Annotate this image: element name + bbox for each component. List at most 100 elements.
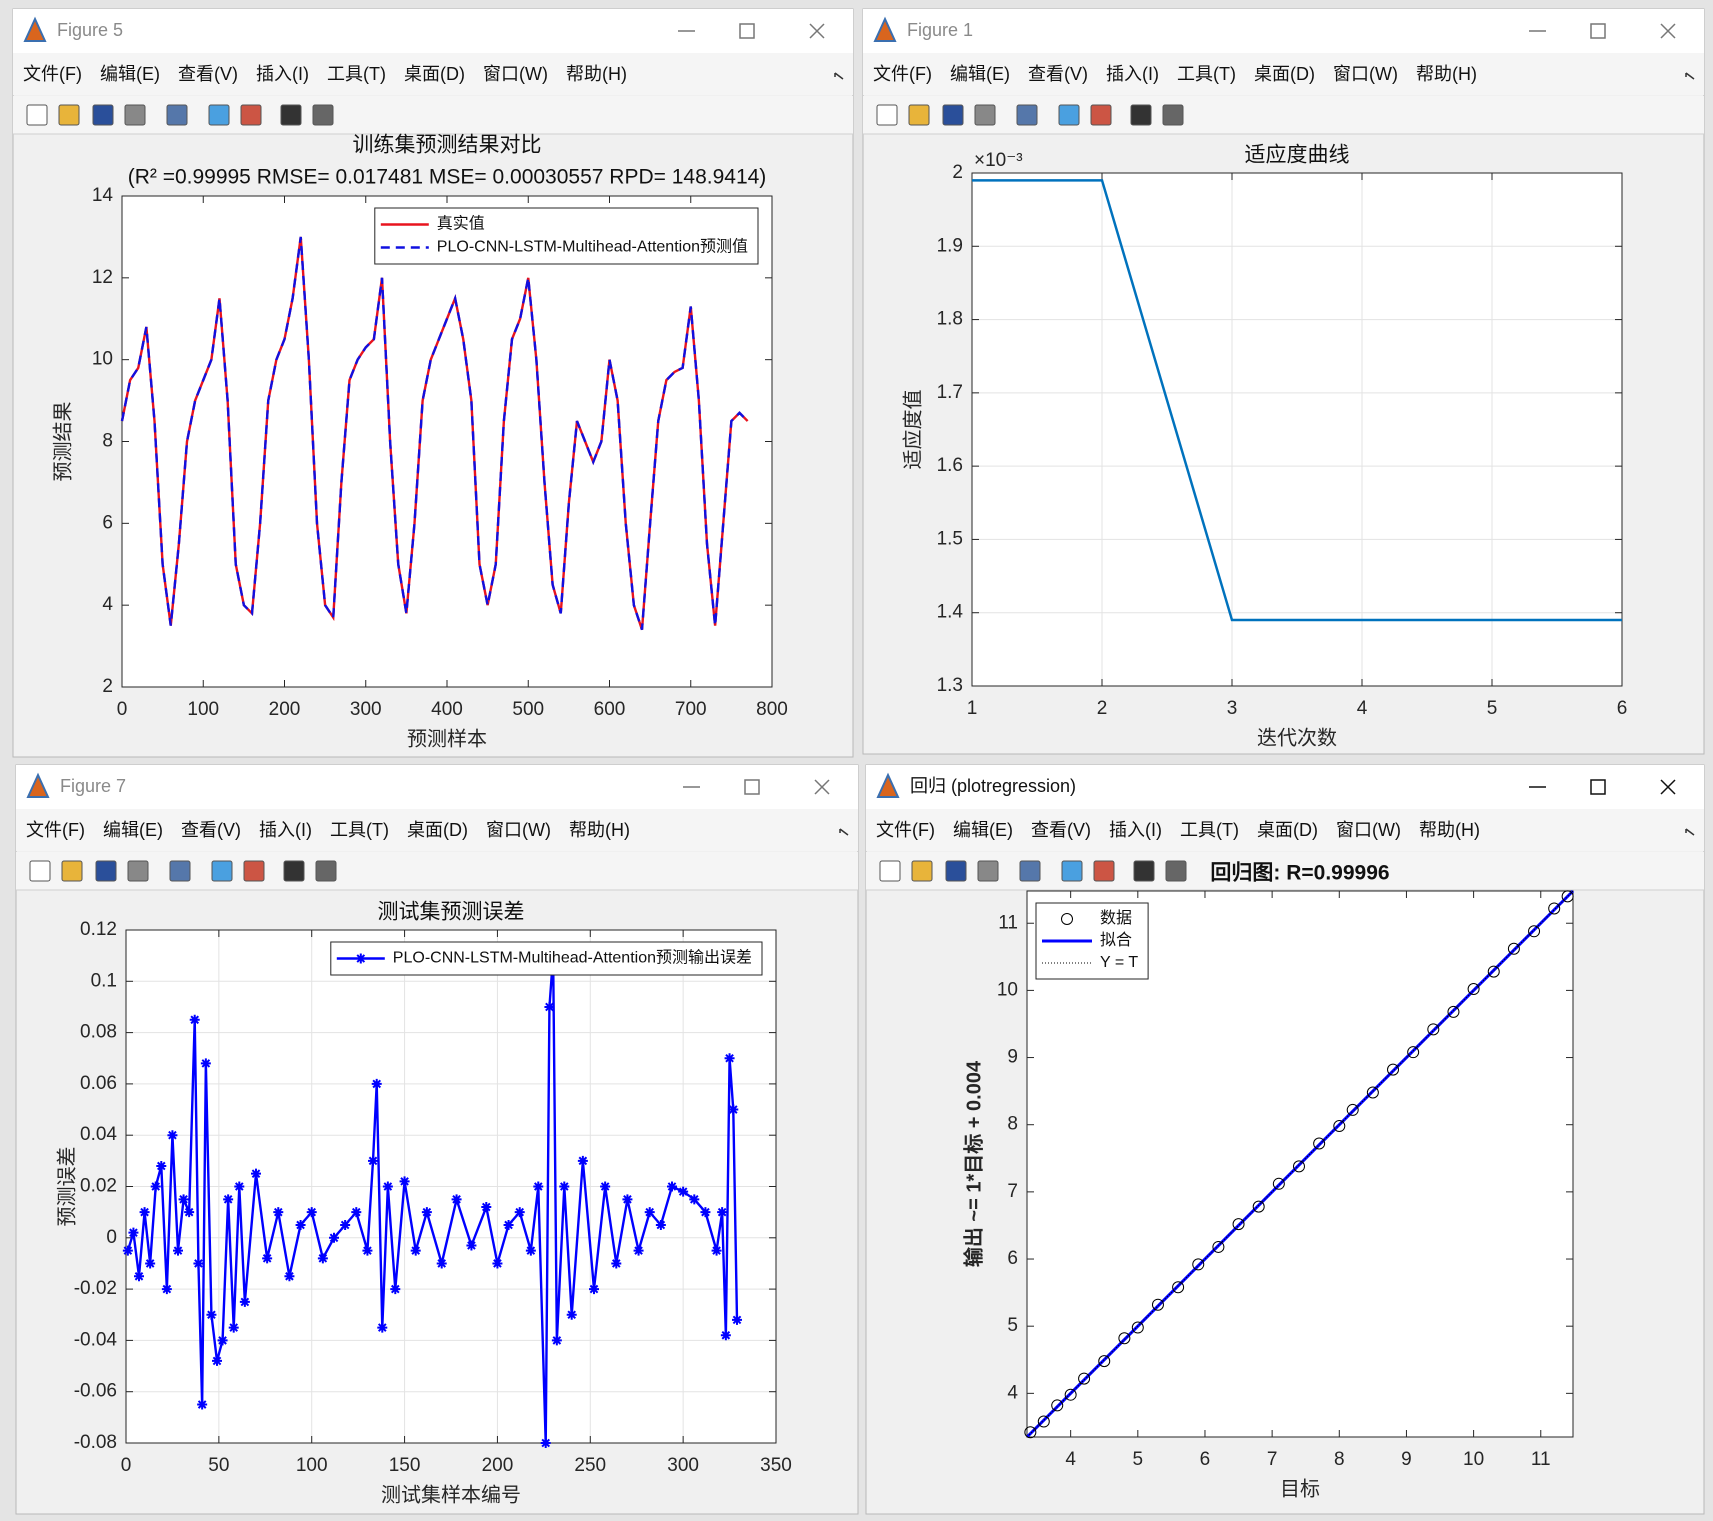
menu-item[interactable]: 桌面(D) <box>404 64 465 84</box>
toolbar-button[interactable] <box>240 104 262 126</box>
toolbar-button[interactable] <box>208 104 230 126</box>
data-point <box>1561 890 1574 903</box>
close-button[interactable] <box>1660 779 1676 795</box>
menu-arrow <box>834 72 844 80</box>
data-point <box>655 1219 666 1230</box>
toolbar-button[interactable] <box>127 860 149 882</box>
toolbar-button[interactable] <box>879 860 901 882</box>
menu-item[interactable]: 插入(I) <box>256 64 309 84</box>
toolbar-button[interactable] <box>124 104 146 126</box>
title-bar <box>16 765 858 809</box>
window-title: Figure 5 <box>57 20 123 40</box>
toolbar-button[interactable] <box>908 104 930 126</box>
data-point <box>145 1258 156 1269</box>
menu-item[interactable]: 编辑(E) <box>950 64 1010 84</box>
toolbar-button[interactable] <box>312 104 334 126</box>
toolbar-button[interactable] <box>1130 104 1152 126</box>
menu-item[interactable]: 插入(I) <box>1109 820 1162 840</box>
data-point <box>1192 1258 1205 1271</box>
toolbar-button[interactable] <box>1162 104 1184 126</box>
toolbar-button[interactable] <box>166 104 188 126</box>
data-point <box>178 1194 189 1205</box>
toolbar-button[interactable] <box>61 860 83 882</box>
data-point <box>189 1014 200 1025</box>
toolbar-button[interactable] <box>945 860 967 882</box>
toolbar-button[interactable] <box>1093 860 1115 882</box>
menu-item[interactable]: 帮助(H) <box>1419 820 1480 840</box>
toolbar-button[interactable] <box>26 104 48 126</box>
data-point <box>371 1078 382 1089</box>
menu-item[interactable]: 文件(F) <box>26 820 85 840</box>
toolbar-button[interactable] <box>169 860 191 882</box>
close-button[interactable] <box>809 23 825 39</box>
toolbar-button[interactable] <box>283 860 305 882</box>
toolbar-button[interactable] <box>876 104 898 126</box>
data-point <box>1131 1321 1144 1334</box>
toolbar-button[interactable] <box>315 860 337 882</box>
toolbar-button[interactable] <box>1090 104 1112 126</box>
menu-item[interactable]: 插入(I) <box>1106 64 1159 84</box>
menu-item[interactable]: 窗口(W) <box>1336 820 1401 840</box>
menu-item[interactable]: 查看(V) <box>1031 820 1091 840</box>
toolbar-button[interactable] <box>95 860 117 882</box>
menu-item[interactable]: 桌面(D) <box>1257 820 1318 840</box>
menu-item[interactable]: 查看(V) <box>1028 64 1088 84</box>
x-tick-label: 4 <box>1065 1449 1076 1470</box>
menu-item[interactable]: 文件(F) <box>876 820 935 840</box>
data-point <box>1037 1415 1050 1428</box>
toolbar-button[interactable] <box>1019 860 1041 882</box>
window-title: 回归 (plotregression) <box>910 776 1076 796</box>
toolbar-button[interactable] <box>1133 860 1155 882</box>
menu-item[interactable]: 编辑(E) <box>103 820 163 840</box>
menu-item[interactable]: 窗口(W) <box>483 64 548 84</box>
y-tick-label: 10 <box>997 979 1018 1000</box>
menu-item[interactable]: 窗口(W) <box>486 820 551 840</box>
menu-item[interactable]: 插入(I) <box>259 820 312 840</box>
menu-item[interactable]: 查看(V) <box>181 820 241 840</box>
menu-item[interactable]: 工具(T) <box>327 64 386 84</box>
toolbar-button[interactable] <box>92 104 114 126</box>
toolbar-button[interactable] <box>977 860 999 882</box>
toolbar-button[interactable] <box>1058 104 1080 126</box>
menu-item[interactable]: 工具(T) <box>330 820 389 840</box>
window: Figure 7 文件(F) 编辑(E) 查看(V) 插入(I) 工具(T) 桌面(D) 窗口… <box>15 764 859 1515</box>
menu-item[interactable]: 帮助(H) <box>1416 64 1477 84</box>
toolbar-button[interactable] <box>1016 104 1038 126</box>
menu-item[interactable]: 工具(T) <box>1180 820 1239 840</box>
close-button[interactable] <box>1660 23 1676 39</box>
menu-item[interactable]: 帮助(H) <box>566 64 627 84</box>
toolbar-button[interactable] <box>1165 860 1187 882</box>
menu-item[interactable]: 桌面(D) <box>1254 64 1315 84</box>
x-tick-label: 9 <box>1401 1449 1412 1470</box>
data-point <box>700 1207 711 1218</box>
menu-item[interactable]: 编辑(E) <box>100 64 160 84</box>
menu-item[interactable]: 工具(T) <box>1177 64 1236 84</box>
toolbar-button[interactable] <box>211 860 233 882</box>
toolbar-button[interactable] <box>280 104 302 126</box>
menu-item[interactable]: 文件(F) <box>873 64 932 84</box>
maximize-button[interactable] <box>1590 779 1606 795</box>
maximize-button[interactable] <box>744 779 760 795</box>
menu-item[interactable]: 窗口(W) <box>1333 64 1398 84</box>
menu-item[interactable]: 桌面(D) <box>407 820 468 840</box>
menu-item[interactable]: 帮助(H) <box>569 820 630 840</box>
data-point <box>161 1284 172 1295</box>
menu-item[interactable]: 查看(V) <box>178 64 238 84</box>
axes-box <box>971 172 1623 687</box>
toolbar-button[interactable] <box>911 860 933 882</box>
toolbar-button[interactable] <box>58 104 80 126</box>
data-line <box>972 179 1622 622</box>
maximize-button[interactable] <box>1590 23 1606 39</box>
data-line <box>120 236 749 631</box>
toolbar-button[interactable] <box>974 104 996 126</box>
menu-item[interactable]: 文件(F) <box>23 64 82 84</box>
menu-item[interactable]: 编辑(E) <box>953 820 1013 840</box>
close-button[interactable] <box>814 779 830 795</box>
x-tick-label: 350 <box>760 1455 792 1476</box>
toolbar-button[interactable] <box>1061 860 1083 882</box>
y-tick-label: 5 <box>1007 1315 1018 1336</box>
toolbar-button[interactable] <box>942 104 964 126</box>
toolbar-button[interactable] <box>29 860 51 882</box>
toolbar-button[interactable] <box>243 860 265 882</box>
maximize-button[interactable] <box>739 23 755 39</box>
